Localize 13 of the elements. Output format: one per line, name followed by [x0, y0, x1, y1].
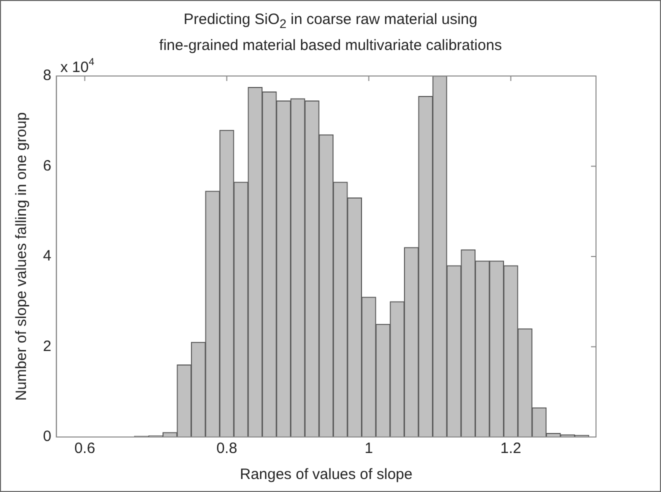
- x-tick-label: 0.6: [74, 440, 96, 458]
- x-tick-label: 1: [364, 440, 373, 458]
- y-tick-label: 8: [43, 67, 52, 84]
- chart-subtitle: fine-grained material based multivariate calibrations: [158, 37, 503, 54]
- x-tick-label: 0.8: [216, 440, 238, 458]
- y-tick-label: 0: [43, 428, 52, 446]
- y-tick-label: 4: [43, 248, 52, 265]
- y-tick-label: 2: [43, 338, 52, 355]
- chart-title: Predicting SiO$_{2}$ in coarse raw material using: [182, 11, 478, 31]
- x-axis-title: Ranges of values of slope: [240, 466, 412, 484]
- y-tick-label: 6: [43, 157, 52, 174]
- x-tick-label: 1.2: [500, 440, 522, 458]
- y-axis-title: Number of slope values falling in one group: [13, 112, 30, 401]
